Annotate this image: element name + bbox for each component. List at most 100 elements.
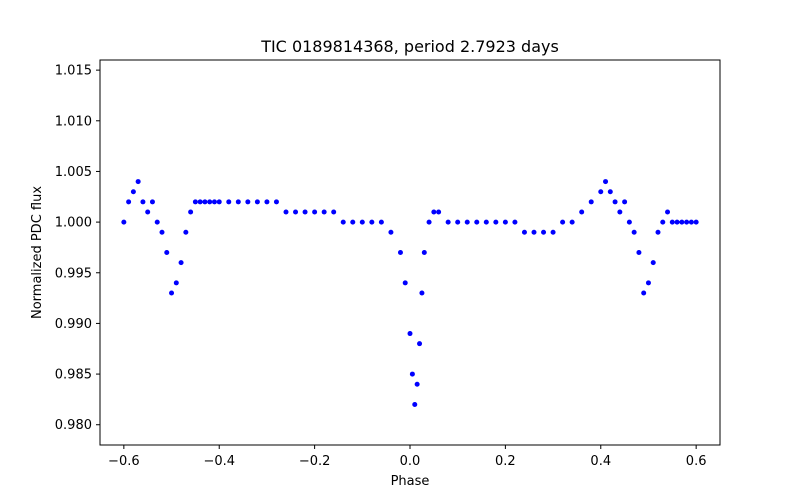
data-point xyxy=(421,250,427,255)
data-point xyxy=(402,280,408,286)
data-point xyxy=(302,209,308,215)
data-point xyxy=(598,189,604,195)
data-point xyxy=(397,250,403,255)
data-point xyxy=(273,199,279,205)
x-tick-label: 0.0 xyxy=(400,454,421,469)
y-tick-label: 1.000 xyxy=(55,216,92,231)
data-point xyxy=(417,341,423,347)
data-point xyxy=(569,219,575,225)
data-point xyxy=(414,381,420,387)
data-point xyxy=(631,229,637,235)
data-point xyxy=(183,229,189,235)
data-point xyxy=(445,219,451,225)
data-point xyxy=(264,199,270,205)
y-tick-label: 0.980 xyxy=(55,418,92,433)
data-point xyxy=(188,209,194,215)
data-point xyxy=(312,209,318,215)
data-point xyxy=(612,199,618,205)
x-tick-label: 0.2 xyxy=(495,454,516,469)
data-point xyxy=(650,260,656,266)
data-point xyxy=(226,199,232,205)
y-tick-label: 1.005 xyxy=(55,165,92,180)
data-point xyxy=(321,209,327,215)
data-point xyxy=(684,219,690,225)
data-point xyxy=(350,219,356,225)
data-point xyxy=(688,219,694,225)
data-point xyxy=(135,179,141,185)
data-point xyxy=(622,199,628,205)
data-point xyxy=(579,209,585,215)
data-point xyxy=(588,199,594,205)
plot-frame xyxy=(99,59,721,446)
y-axis-label: Normalized PDC flux xyxy=(30,186,45,319)
data-point xyxy=(531,229,537,235)
data-point xyxy=(679,219,685,225)
data-point xyxy=(235,199,241,205)
data-point xyxy=(665,209,671,215)
data-point xyxy=(409,371,415,377)
x-tick-label: 0.6 xyxy=(686,454,707,469)
data-point xyxy=(426,219,432,225)
data-point xyxy=(211,199,217,205)
y-axis-ticks: 0.980 0.985 0.990 0.995 1.000 1.005 1.010 1.015 xyxy=(55,64,100,433)
x-axis-label: Phase xyxy=(391,474,430,489)
data-point xyxy=(202,199,208,205)
data-point xyxy=(245,199,251,205)
data-point xyxy=(474,219,480,225)
data-point xyxy=(140,199,146,205)
data-point xyxy=(541,229,547,235)
data-point xyxy=(388,229,394,235)
data-point xyxy=(431,209,437,215)
data-point xyxy=(164,250,170,255)
data-point xyxy=(254,199,260,205)
data-point xyxy=(192,199,198,205)
data-point xyxy=(197,199,203,205)
data-point xyxy=(674,219,680,225)
x-tick-label: −0.2 xyxy=(299,454,331,469)
data-point xyxy=(660,219,666,225)
data-point xyxy=(126,199,132,205)
y-tick-label: 0.985 xyxy=(55,368,92,383)
data-point xyxy=(359,219,365,225)
data-point xyxy=(283,209,289,215)
data-point xyxy=(412,401,418,407)
data-point xyxy=(419,290,425,296)
y-tick-label: 1.015 xyxy=(55,64,92,79)
data-point xyxy=(207,199,213,205)
data-point xyxy=(154,219,160,225)
data-point xyxy=(378,219,384,225)
data-point xyxy=(407,331,413,337)
data-point xyxy=(693,219,699,225)
data-point xyxy=(121,219,127,225)
data-point xyxy=(669,219,675,225)
data-point xyxy=(645,280,651,286)
data-point xyxy=(560,219,566,225)
x-tick-label: −0.6 xyxy=(108,454,140,469)
y-tick-label: 0.990 xyxy=(55,317,92,332)
data-point xyxy=(483,219,489,225)
data-point xyxy=(550,229,556,235)
y-tick-label: 1.010 xyxy=(55,114,92,129)
data-point xyxy=(641,290,647,296)
data-point xyxy=(655,229,661,235)
data-point xyxy=(216,199,222,205)
data-point xyxy=(340,219,346,225)
data-point xyxy=(617,209,623,215)
data-point xyxy=(607,189,613,195)
data-point xyxy=(169,290,175,296)
data-point xyxy=(130,189,136,195)
data-point xyxy=(464,219,470,225)
data-point xyxy=(493,219,499,225)
data-point xyxy=(521,229,527,235)
data-point xyxy=(436,209,442,215)
data-point xyxy=(502,219,508,225)
chart-title: TIC 0189814368, period 2.7923 days xyxy=(260,37,559,56)
data-point xyxy=(149,199,155,205)
data-point xyxy=(145,209,151,215)
x-tick-label: 0.4 xyxy=(590,454,611,469)
data-point xyxy=(626,219,632,225)
x-axis-ticks: −0.6 −0.4 −0.2 0.0 0.2 0.4 0.6 xyxy=(108,445,706,469)
data-point xyxy=(603,179,609,185)
scatter-points xyxy=(121,179,699,407)
